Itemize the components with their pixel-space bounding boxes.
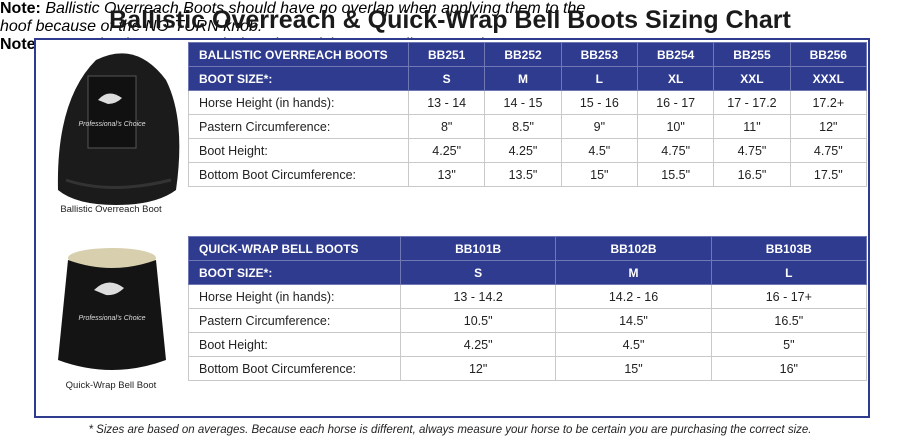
- cell: L: [560, 66, 638, 91]
- image-panel: Professional's Choice Professional's Cho…: [36, 40, 186, 416]
- cell: M: [484, 66, 562, 91]
- row-label: Bottom Boot Circumference:: [188, 356, 401, 381]
- cell: 15": [555, 356, 712, 381]
- table-row: Boot Height: 4.25" 4.5" 5": [188, 332, 867, 357]
- cell: S: [407, 66, 486, 91]
- cell: M: [555, 260, 712, 285]
- cell: 13.5": [484, 162, 562, 187]
- cell: BB102B: [555, 236, 712, 261]
- cell: XXXL: [789, 66, 867, 91]
- row-label: BOOT SIZE*:: [188, 66, 409, 91]
- cell: 17.5": [789, 162, 867, 187]
- cell: L: [710, 260, 867, 285]
- header-row: BOOT SIZE*: S M L XL XXL XXXL: [188, 66, 867, 91]
- table-row: Horse Height (in hands): 13 - 14.2 14.2 - …: [188, 284, 867, 309]
- row-label: Bottom Boot Circumference:: [188, 162, 409, 187]
- cell: 9": [560, 114, 638, 139]
- note-label: Note:: [0, 36, 41, 53]
- image-caption: Ballistic Overreach Boot: [60, 204, 162, 215]
- boot-images: Professional's Choice Professional's Cho…: [57, 53, 180, 370]
- note-text: Ballistic Overreach Boots should have no…: [0, 0, 586, 35]
- cell: 4.5": [560, 138, 638, 163]
- cell: 10.5": [399, 308, 557, 333]
- table-row: Boot Height: 4.25" 4.25" 4.5" 4.75" 4.75" 4.75…: [188, 138, 867, 163]
- cell: 16 - 17: [636, 90, 715, 115]
- table-row: Pastern Circumference: 10.5" 14.5" 16.5": [188, 308, 867, 333]
- cell: 14 - 15: [484, 90, 562, 115]
- footnote: * Sizes are based on averages. Because e…: [88, 424, 812, 436]
- bell-boot: Professional's Choice: [58, 248, 166, 370]
- cell: BB103B: [710, 236, 867, 261]
- cell: 8.5": [484, 114, 562, 139]
- cell: BB256: [789, 42, 867, 67]
- cell: BB254: [636, 42, 715, 67]
- table-row: Bottom Boot Circumference: 13" 13.5" 15" 15.…: [188, 162, 867, 187]
- cell: 5": [710, 332, 867, 357]
- cell: 15.5": [636, 162, 715, 187]
- cell: 10": [636, 114, 715, 139]
- cell: BB101B: [399, 236, 557, 261]
- image-caption: Quick-Wrap Bell Boot: [65, 380, 157, 391]
- cell: XXL: [713, 66, 791, 91]
- cell: 16": [710, 356, 867, 381]
- cell: 12": [399, 356, 557, 381]
- cell: 13 - 14: [407, 90, 486, 115]
- cell: BB252: [484, 42, 562, 67]
- row-label: Boot Height:: [188, 138, 409, 163]
- table-row: Pastern Circumference: 8" 8.5" 9" 10" 11" 12": [188, 114, 867, 139]
- title: Ballistic Overreach & Quick-Wrap Bell Bo…: [109, 6, 791, 34]
- cell: 4.75": [789, 138, 867, 163]
- cell: 11": [713, 114, 791, 139]
- cell: 15": [560, 162, 638, 187]
- note: Note: Ballistic Overreach Boots should h…: [0, 0, 618, 36]
- header-row: BOOT SIZE*: S M L: [188, 260, 867, 285]
- cell: 13": [407, 162, 486, 187]
- cell: S: [399, 260, 557, 285]
- cell: 13 - 14.2: [399, 284, 557, 309]
- sizing-table: QUICK-WRAP BELL BOOTS BB101B BB102B BB103B B…: [188, 236, 867, 381]
- logo: Professional's Choice: [78, 315, 145, 322]
- row-label: Pastern Circumference:: [188, 308, 401, 333]
- cell: 4.25": [399, 332, 557, 357]
- header-row: QUICK-WRAP BELL BOOTS BB101B BB102B BB103B: [188, 236, 867, 261]
- cell: 15 - 16: [560, 90, 638, 115]
- cell: 4.75": [713, 138, 791, 163]
- note-label: Note:: [0, 0, 41, 17]
- cell: 4.25": [407, 138, 486, 163]
- overreach-boot: Professional's Choice: [57, 53, 180, 206]
- row-label: BOOT SIZE*:: [188, 260, 401, 285]
- cell: 4.25": [484, 138, 562, 163]
- cell: 4.75": [636, 138, 715, 163]
- cell: 12": [789, 114, 867, 139]
- cell: 14.5": [555, 308, 712, 333]
- row-label: BALLISTIC OVERREACH BOOTS: [188, 42, 409, 67]
- row-label: Horse Height (in hands):: [188, 284, 401, 309]
- row-label: QUICK-WRAP BELL BOOTS: [188, 236, 401, 261]
- cell: 16.5": [710, 308, 867, 333]
- cell: BB255: [713, 42, 791, 67]
- cell: 16 - 17+: [710, 284, 867, 309]
- cell: 16.5": [713, 162, 791, 187]
- table-row: Horse Height (in hands): 13 - 14 14 - 15 15…: [188, 90, 867, 115]
- row-label: Boot Height:: [188, 332, 401, 357]
- table-row: Bottom Boot Circumference: 12" 15" 16": [188, 356, 867, 381]
- row-label: Horse Height (in hands):: [188, 90, 409, 115]
- cell: 4.5": [555, 332, 712, 357]
- cell: 17 - 17.2: [713, 90, 791, 115]
- row-label: Pastern Circumference:: [188, 114, 409, 139]
- cell: XL: [636, 66, 715, 91]
- cell: BB253: [560, 42, 638, 67]
- sizing-table: BALLISTIC OVERREACH BOOTS BB251 BB252 BB253…: [188, 42, 867, 187]
- header-row: BALLISTIC OVERREACH BOOTS BB251 BB252 BB253…: [188, 42, 867, 67]
- cell: 8": [407, 114, 486, 139]
- cell: 17.2+: [789, 90, 867, 115]
- cell: 14.2 - 16: [555, 284, 712, 309]
- cell: BB251: [407, 42, 486, 67]
- logo: Professional's Choice: [78, 121, 145, 128]
